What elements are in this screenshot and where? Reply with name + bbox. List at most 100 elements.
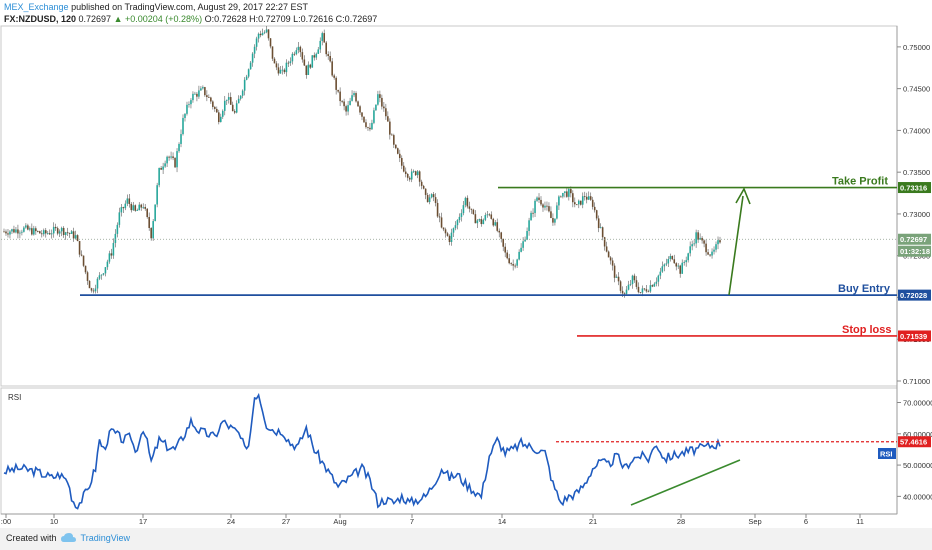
candle-body bbox=[72, 231, 75, 239]
candle-body bbox=[158, 167, 160, 186]
candle-body bbox=[627, 284, 630, 290]
candle-body bbox=[367, 127, 369, 128]
time-tick-label: Sep bbox=[748, 517, 761, 526]
candle-body bbox=[385, 108, 387, 117]
candle-body bbox=[100, 274, 103, 276]
candle-body bbox=[375, 104, 377, 111]
candle-body bbox=[416, 171, 419, 176]
candle-body bbox=[92, 290, 95, 292]
time-tick-label: 24 bbox=[227, 517, 235, 526]
candle-body bbox=[283, 69, 286, 73]
candle-body bbox=[466, 197, 469, 207]
tradingview-brand[interactable]: TradingView bbox=[80, 533, 131, 543]
candle-body bbox=[579, 200, 582, 205]
candle-body bbox=[470, 208, 473, 210]
candle-body bbox=[98, 275, 101, 279]
candle-body bbox=[661, 266, 664, 272]
candle-body bbox=[37, 231, 39, 232]
ohlc-values: O:0.72628 H:0.72709 L:0.72616 C:0.72697 bbox=[204, 14, 378, 24]
candle-body bbox=[156, 185, 158, 205]
candle-body bbox=[488, 214, 491, 216]
candle-body bbox=[134, 205, 137, 211]
candle-body bbox=[560, 196, 562, 198]
candle-body bbox=[180, 134, 182, 144]
candle-body bbox=[317, 49, 320, 54]
candle-body bbox=[363, 116, 365, 123]
candle-body bbox=[629, 284, 632, 285]
candle-body bbox=[615, 276, 618, 278]
candle-body bbox=[3, 231, 5, 233]
candle-body bbox=[599, 227, 602, 229]
candle-body bbox=[35, 228, 37, 232]
candle-body bbox=[25, 225, 27, 228]
candle-body bbox=[23, 227, 25, 232]
candle-body bbox=[130, 203, 133, 211]
candle-body bbox=[269, 38, 272, 47]
candle-body bbox=[345, 106, 347, 112]
candle-body bbox=[480, 219, 483, 225]
candle-body bbox=[206, 95, 208, 98]
candle-body bbox=[677, 265, 680, 267]
candle-body bbox=[7, 233, 9, 235]
author-link[interactable]: MEX_Exchange bbox=[4, 2, 69, 12]
time-tick-label: :00 bbox=[1, 517, 11, 526]
candle-body bbox=[585, 196, 588, 200]
last-price: 0.72697 bbox=[78, 14, 112, 24]
candle-body bbox=[323, 33, 326, 43]
candle-body bbox=[196, 93, 198, 97]
candle-body bbox=[432, 194, 435, 198]
tradingview-cloud-icon bbox=[60, 533, 76, 542]
candle-body bbox=[504, 246, 506, 253]
stop-loss-label: Stop loss bbox=[842, 324, 892, 336]
candle-body bbox=[44, 230, 47, 234]
candle-body bbox=[408, 177, 411, 180]
candle-body bbox=[9, 231, 11, 235]
candle-body bbox=[299, 46, 302, 53]
candle-body bbox=[295, 50, 298, 55]
candle-body bbox=[94, 288, 97, 292]
candle-body bbox=[526, 230, 528, 240]
candle-body bbox=[486, 214, 489, 216]
candle-body bbox=[667, 259, 670, 264]
candle-body bbox=[176, 151, 178, 168]
candle-body bbox=[556, 205, 558, 219]
candle-body bbox=[267, 29, 270, 39]
candle-body bbox=[124, 203, 127, 209]
candle-body bbox=[313, 55, 316, 58]
candle-body bbox=[663, 264, 666, 267]
candle-body bbox=[381, 97, 383, 107]
candle-body bbox=[464, 197, 467, 206]
candle-body bbox=[611, 260, 614, 266]
candle-body bbox=[339, 91, 341, 102]
time-tick-label: Aug bbox=[333, 517, 346, 526]
candle-body bbox=[657, 275, 660, 282]
rsi-panel: RSI 57.4616 RSI bbox=[3, 392, 931, 510]
rsi-tick-label: 60.00000 bbox=[903, 430, 932, 439]
candle-body bbox=[645, 289, 648, 292]
candle-body bbox=[424, 188, 427, 195]
candle-body bbox=[548, 206, 550, 212]
candle-body bbox=[321, 33, 324, 41]
price-tick-label: 0.75000 bbox=[903, 43, 930, 52]
chart-canvas[interactable]: 0.750000.745000.740000.735000.730000.725… bbox=[0, 0, 932, 530]
candle-body bbox=[440, 217, 443, 228]
candle-body bbox=[552, 218, 554, 223]
candle-body bbox=[669, 255, 672, 260]
candle-body bbox=[572, 193, 574, 203]
candle-body bbox=[383, 106, 385, 109]
candle-body bbox=[707, 252, 709, 255]
candle-body bbox=[335, 77, 337, 90]
countdown-tag: 01:32:18 bbox=[900, 247, 930, 256]
candle-body bbox=[102, 273, 105, 275]
candle-body bbox=[693, 243, 695, 245]
candle-body bbox=[303, 59, 306, 66]
symbol-label: FX:NZDUSD, 120 bbox=[4, 14, 77, 24]
candle-body bbox=[17, 229, 19, 234]
candle-body bbox=[110, 253, 113, 256]
candle-body bbox=[144, 206, 147, 209]
candle-body bbox=[365, 122, 367, 128]
candle-body bbox=[673, 259, 676, 264]
candle-body bbox=[665, 263, 668, 265]
candle-body bbox=[540, 199, 542, 205]
candle-body bbox=[530, 212, 532, 221]
